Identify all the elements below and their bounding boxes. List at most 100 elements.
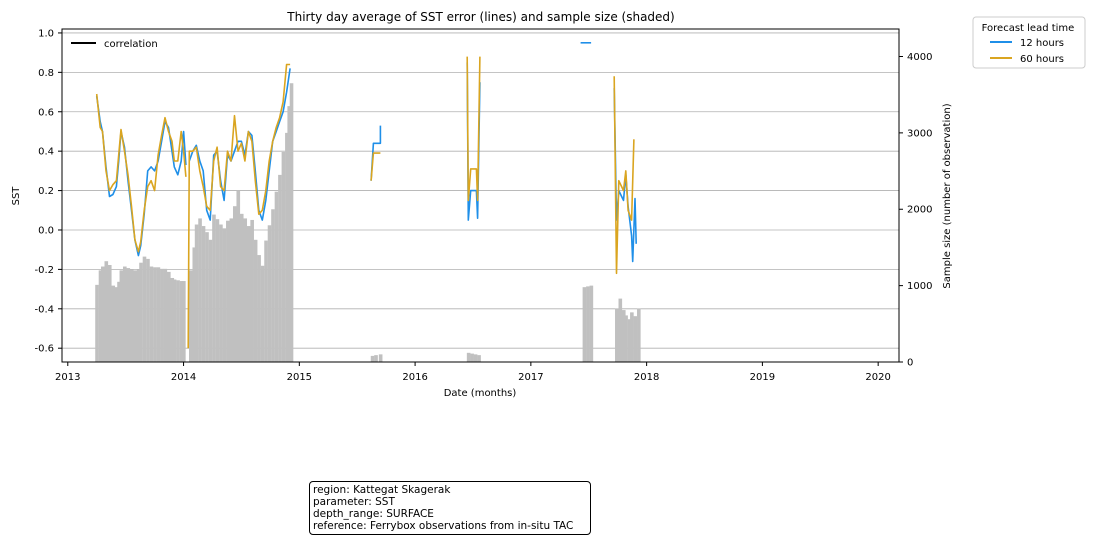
sample-bar-67 <box>589 285 594 362</box>
sample-bar-39 <box>226 220 230 362</box>
sample-bar-60 <box>378 354 383 362</box>
sample-bar-72 <box>627 319 632 362</box>
sample-bar-33 <box>205 232 209 362</box>
sample-bar-56 <box>285 132 289 362</box>
y2-axis-label: Sample size (number of observation) <box>942 103 953 288</box>
sample-bar-1 <box>98 270 103 362</box>
sample-bar-71 <box>624 315 628 362</box>
y-axis-label: SST <box>11 186 22 206</box>
sample-bar-19 <box>156 267 161 362</box>
sample-bar-4 <box>107 265 112 362</box>
sample-bar-50 <box>264 240 268 362</box>
sample-bar-45 <box>246 226 251 362</box>
sample-bar-41 <box>232 206 237 362</box>
sample-bar-59 <box>374 355 378 362</box>
sample-bar-58 <box>370 355 375 362</box>
x-tick-label-7: 2020 <box>865 372 890 383</box>
x-tick-label-5: 2018 <box>634 372 659 383</box>
axes: 2013 2014 2015 2016 2017 2018 2019 2020 -0.6 -0.4… <box>34 28 932 383</box>
y-tick-label-1: -0.4 <box>34 304 54 315</box>
sample-bar-74 <box>633 316 638 362</box>
sample-bar-35 <box>212 214 216 362</box>
x-tick-label-3: 2016 <box>402 372 427 383</box>
sample-bar-47 <box>253 239 258 362</box>
sample-bar-15 <box>142 256 147 362</box>
y2-tick-label-0: 0 <box>907 358 913 369</box>
sample-bar-75 <box>637 308 641 362</box>
sample-bar-31 <box>198 218 202 362</box>
y2-tick-label-1: 1000 <box>907 281 932 292</box>
sample-bar-42 <box>236 190 241 362</box>
sample-bar-32 <box>201 226 206 362</box>
series-60h-segment-1 <box>187 63 291 349</box>
y-tick-label-3: 0.0 <box>38 225 54 236</box>
x-axis-label: Date (months) <box>444 388 517 399</box>
info-parameter: parameter: SST <box>313 496 395 508</box>
sample-bar-21 <box>163 268 168 362</box>
x-tick-label-4: 2017 <box>518 372 543 383</box>
sample-bar-9 <box>123 266 127 362</box>
sample-bar-52 <box>271 209 275 362</box>
y-tick-label-4: 0.2 <box>38 186 54 197</box>
sample-bar-13 <box>136 269 141 362</box>
x-tick-label-1: 2014 <box>171 372 196 383</box>
sample-bar-62 <box>470 353 474 362</box>
series-60h-segment-0 <box>95 93 187 253</box>
sample-bar-38 <box>222 228 227 362</box>
sample-bar-12 <box>133 270 138 362</box>
sample-bar-68 <box>615 308 619 362</box>
grid-lines <box>62 32 899 349</box>
series-12h-segment-0 <box>95 95 187 257</box>
legend-correlation-label: correlation <box>104 39 158 50</box>
info-box: region: Kattegat Skagerak parameter: SST… <box>309 481 591 535</box>
sample-bar-65 <box>582 287 587 362</box>
sample-bar-53 <box>274 191 279 362</box>
y-tick-label-5: 0.4 <box>38 147 54 158</box>
sample-bar-30 <box>194 224 199 362</box>
sample-bar-49 <box>260 265 265 362</box>
sample-bar-20 <box>160 268 164 362</box>
y2-tick-label-2: 2000 <box>907 205 932 216</box>
sample-bar-69 <box>618 298 623 362</box>
sample-bar-73 <box>630 312 634 362</box>
sample-bar-8 <box>119 270 124 362</box>
sample-bar-18 <box>153 267 157 362</box>
series-60h-segment-4 <box>613 76 635 275</box>
legend-correlation: correlation <box>71 39 158 50</box>
sample-bar-64 <box>477 355 481 362</box>
sample-bar-25 <box>176 280 180 362</box>
sample-bar-2 <box>101 266 105 362</box>
sample-bar-7 <box>117 281 121 362</box>
sample-bar-3 <box>104 261 109 362</box>
sample-bar-44 <box>243 218 248 362</box>
legend-lead-time-title: Forecast lead time <box>982 23 1075 34</box>
sample-bar-66 <box>586 286 590 362</box>
sample-bar-34 <box>208 239 213 362</box>
sample-bar-29 <box>192 247 197 362</box>
sample-bar-22 <box>167 271 171 362</box>
y-tick-label-7: 0.8 <box>38 68 54 79</box>
sample-bar-28 <box>188 270 193 362</box>
sample-bar-63 <box>473 354 478 362</box>
sample-bar-0 <box>95 284 99 362</box>
info-depth-range: depth_range: SURFACE <box>313 508 434 520</box>
legend-60h-label: 60 hours <box>1020 54 1064 65</box>
x-tick-label-0: 2013 <box>55 372 80 383</box>
y-tick-label-0: -0.6 <box>34 344 54 355</box>
chart-title: Thirty day average of SST error (lines) … <box>286 10 674 24</box>
sample-bar-6 <box>114 287 119 362</box>
sample-bar-48 <box>257 255 261 362</box>
sample-bar-14 <box>139 262 143 362</box>
x-tick-label-6: 2019 <box>750 372 775 383</box>
sample-bar-27 <box>182 281 186 362</box>
sample-bar-46 <box>250 219 254 362</box>
sample-bar-37 <box>219 224 223 362</box>
sample-bar-11 <box>129 269 134 362</box>
sample-bar-10 <box>126 268 131 362</box>
sample-bar-extra-1 <box>289 83 294 363</box>
y-tick-label-2: -0.2 <box>34 265 54 276</box>
sample-bar-24 <box>172 279 177 362</box>
error-lines <box>95 41 637 349</box>
y2-tick-label-3: 3000 <box>907 128 932 139</box>
